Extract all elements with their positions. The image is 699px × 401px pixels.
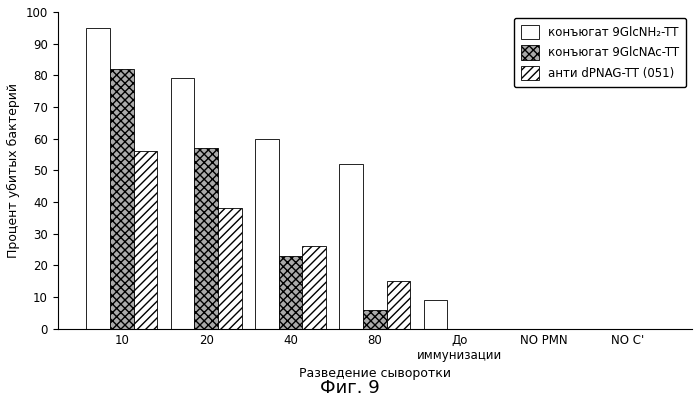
Bar (87, 28, 110, 329)
Bar (363, 310, 387, 329)
Bar (134, 151, 157, 329)
Bar (424, 300, 447, 329)
X-axis label: Разведение сыворотки: Разведение сыворотки (298, 367, 451, 380)
Text: Фиг. 9: Фиг. 9 (319, 379, 380, 397)
Bar (279, 256, 302, 329)
Bar (387, 281, 410, 329)
Bar (110, 69, 134, 329)
Bar (255, 139, 279, 329)
Bar (302, 247, 326, 329)
Bar (218, 209, 242, 329)
Bar (340, 164, 363, 329)
Y-axis label: Процент убитых бактерий: Процент убитых бактерий (7, 83, 20, 258)
Bar (194, 148, 218, 329)
Bar (171, 79, 194, 329)
Legend: конъюгат 9GlcNH₂-TT, конъюгат 9GlcNAc-TT, анти dPNAG-TT (051): конъюгат 9GlcNH₂-TT, конъюгат 9GlcNAc-TT… (514, 18, 686, 87)
